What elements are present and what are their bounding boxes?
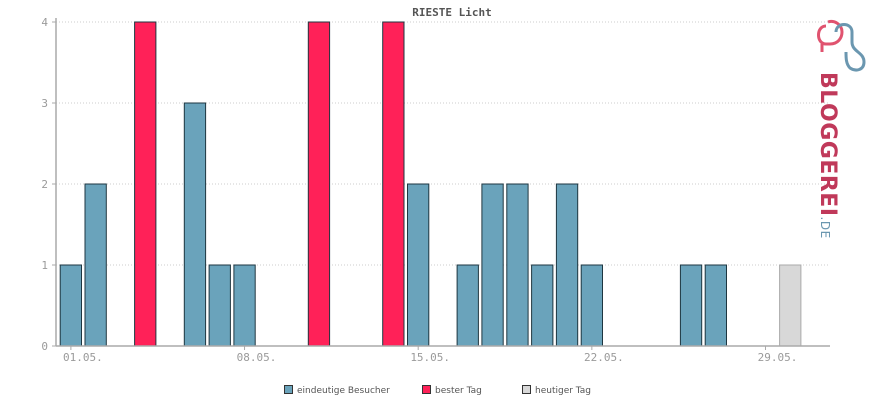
- legend-item-today: heutiger Tag: [522, 384, 591, 398]
- chart-title: RIESTE Licht: [412, 6, 491, 19]
- y-tick-label: 1: [41, 259, 48, 272]
- bar-day-20: [531, 264, 554, 347]
- y-tick-label: 0: [41, 340, 48, 353]
- grid-lines: [56, 21, 830, 266]
- axes: [55, 18, 830, 347]
- bar-day-26: [679, 264, 703, 347]
- y-tick-label: 2: [41, 178, 48, 191]
- x-tick-label: 15.05.: [410, 351, 450, 364]
- legend-label-today: heutiger Tag: [535, 386, 592, 396]
- bar-day-30: [779, 264, 802, 347]
- bar-day-21: [555, 183, 579, 347]
- bar-day-8: [233, 264, 256, 347]
- x-tick-label: 08.05.: [237, 351, 277, 364]
- x-tick-label: 22.05.: [584, 351, 624, 364]
- bar-day-15: [407, 183, 430, 347]
- bloggerei-logo-icon: [817, 20, 866, 72]
- legend-label-visitors: eindeutige Besucher: [297, 386, 390, 396]
- bar-day-27: [704, 264, 728, 347]
- y-axis-ticks: 0 1 2 3 4: [41, 16, 56, 353]
- bar-day-11: [307, 21, 331, 347]
- x-axis-ticks: 01.05. 08.05. 15.05. 22.05. 29.05.: [63, 346, 797, 364]
- x-tick-label: 01.05.: [63, 351, 103, 364]
- legend-label-best-day: bester Tag: [435, 386, 482, 396]
- logo-suffix-text: .DE: [818, 216, 832, 239]
- logo-wordmark: BLOGGEREI.DE: [815, 72, 840, 239]
- bar-day-7: [208, 264, 231, 347]
- bar-day-6: [183, 102, 207, 347]
- bar-day-14: [382, 21, 405, 347]
- legend: eindeutige Besucher bester Tag heutiger …: [0, 384, 870, 398]
- y-tick-label: 4: [41, 16, 48, 29]
- bar-day-4: [134, 21, 157, 347]
- bar-day-1: [59, 264, 82, 347]
- bar-day-18: [481, 183, 504, 347]
- bar-day-2: [84, 183, 107, 347]
- bar-day-17: [456, 264, 479, 347]
- bar-day-19: [506, 183, 529, 347]
- x-tick-label: 29.05.: [758, 351, 798, 364]
- bar-day-22: [580, 264, 604, 347]
- legend-item-best-day: bester Tag: [422, 384, 482, 398]
- bars: [59, 21, 802, 347]
- legend-swatch-today: [522, 385, 531, 394]
- logo-brand-text: BLOGGEREI: [815, 72, 840, 217]
- y-tick-label: 3: [41, 97, 48, 110]
- legend-swatch-visitors: [284, 385, 293, 394]
- legend-item-visitors: eindeutige Besucher: [284, 384, 390, 398]
- legend-swatch-best-day: [422, 385, 431, 394]
